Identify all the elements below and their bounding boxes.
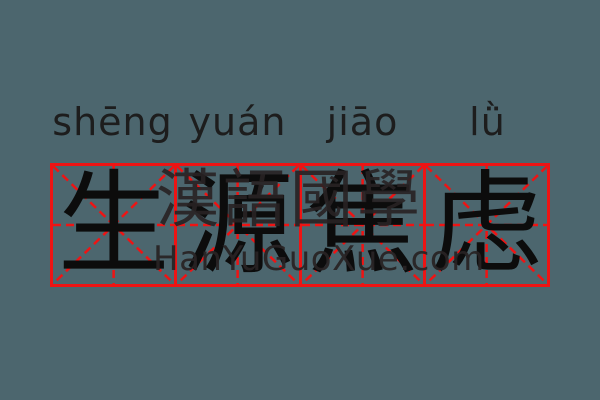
mizige-guides-icon <box>53 166 175 284</box>
hanzi-character-2: 源 <box>181 160 294 290</box>
pinyin-syllable-1: shēng <box>52 100 173 144</box>
pinyin-row: shēng yuán jiāo lǜ <box>50 95 550 149</box>
watermark-cjk-text: 漢語國學 <box>156 163 424 236</box>
pinyin-syllable-2: yuán <box>188 100 287 144</box>
hanzi-character-3: 焦 <box>306 160 419 290</box>
mizige-guides-icon <box>425 166 547 284</box>
hanzi-cell-2: 源 <box>177 160 302 290</box>
pinyin-syllable-4: lǜ <box>469 100 506 144</box>
watermark-site-text: HanYuGuoXue.com <box>153 239 485 279</box>
hanzi-grid: 生 源 焦 <box>50 163 550 287</box>
mizige-guides-icon <box>177 166 299 284</box>
hanzi-character-1: 生 <box>57 160 170 290</box>
pinyin-syllable-3: jiāo <box>326 100 399 144</box>
hanzi-character-4: 虑 <box>430 160 543 290</box>
hanzi-cell-4: 虑 <box>425 160 547 290</box>
hanzi-cell-1: 生 <box>53 160 178 290</box>
mizige-guides-icon <box>301 166 423 284</box>
hanzi-cell-3: 焦 <box>301 160 426 290</box>
